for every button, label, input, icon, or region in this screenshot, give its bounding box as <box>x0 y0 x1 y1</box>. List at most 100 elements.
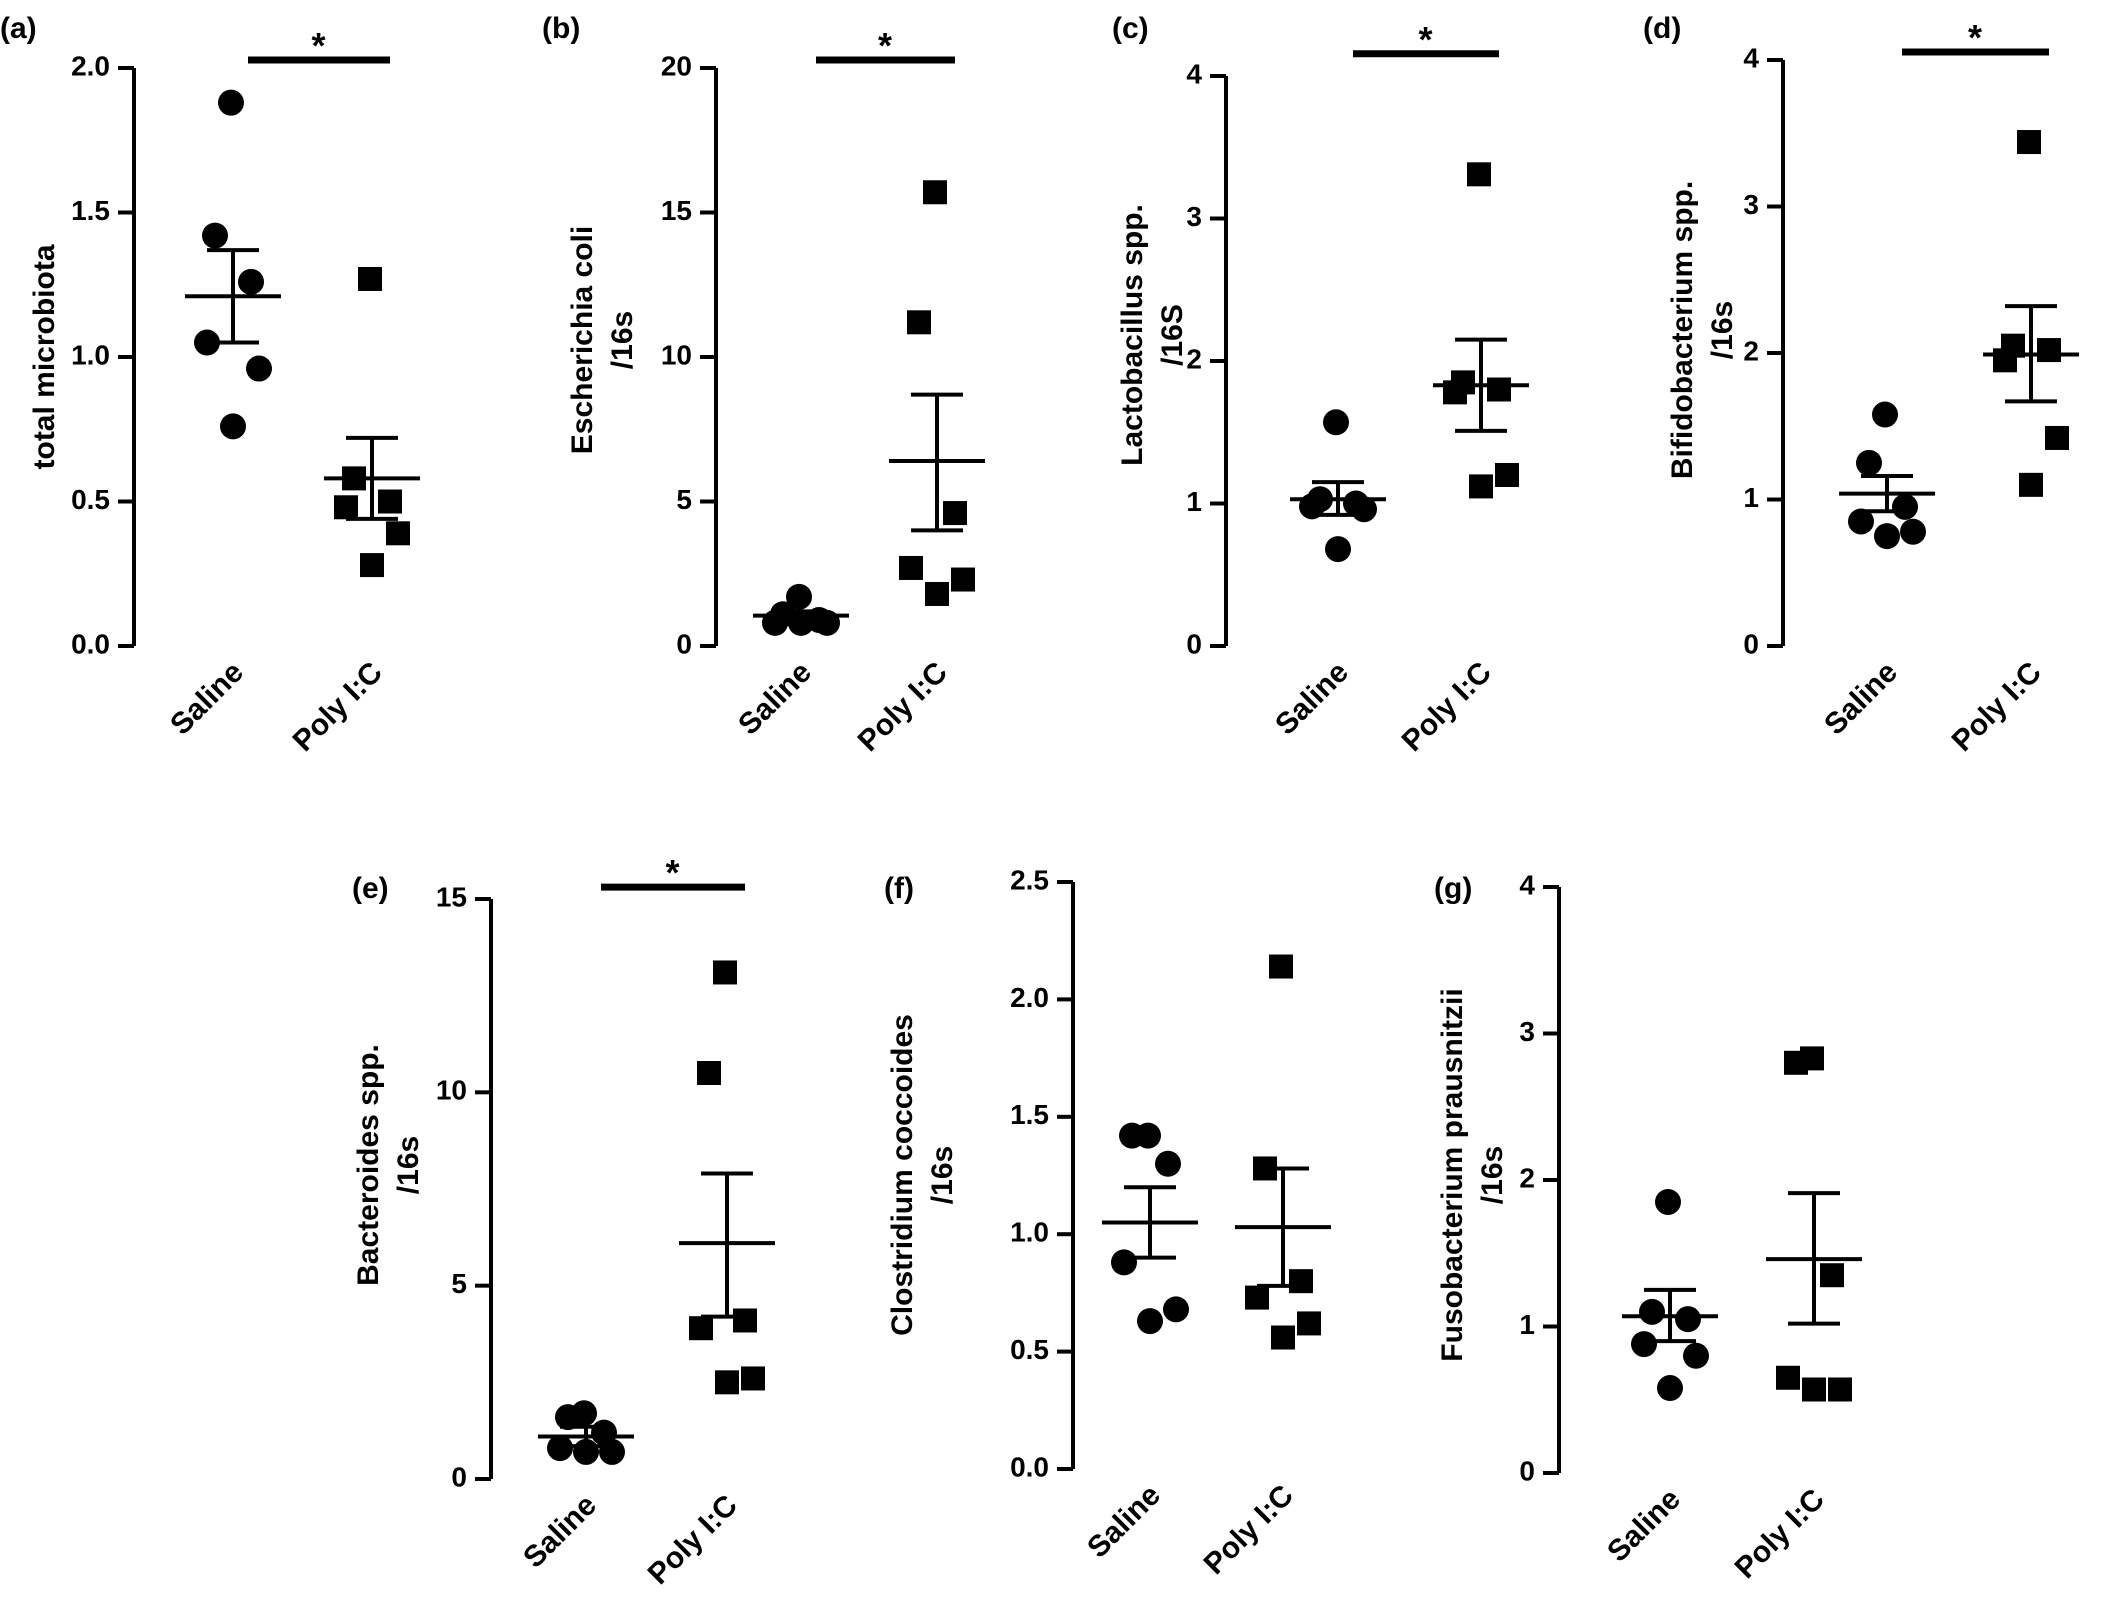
y-tick-label: 3 <box>1743 189 1759 220</box>
data-point-saline <box>1856 449 1882 476</box>
y-tick-label: 0.5 <box>71 484 110 515</box>
data-point-polyic <box>1802 1377 1826 1402</box>
significance-star: * <box>878 25 892 66</box>
y-axis-label-line: /16s <box>392 1136 425 1194</box>
data-point-polyic <box>378 489 402 514</box>
y-tick-label: 0 <box>1186 628 1202 659</box>
data-point-saline <box>1323 409 1349 436</box>
y-tick-label: 2 <box>1519 1162 1535 1193</box>
y-tick-label: 1 <box>1186 486 1202 517</box>
data-point-saline <box>1119 1122 1145 1149</box>
y-tick-label: 0 <box>676 628 692 659</box>
significance-star: * <box>1418 19 1432 60</box>
y-tick-label: 0 <box>1743 628 1759 659</box>
data-point-polyic <box>1993 348 2017 373</box>
category-label: Poly I:C <box>642 1489 744 1591</box>
category-label: Saline <box>517 1489 603 1575</box>
data-point-polyic <box>1467 162 1491 187</box>
data-point-polyic <box>1487 377 1511 402</box>
data-point-saline <box>1137 1308 1163 1335</box>
significance-star: * <box>665 852 679 893</box>
data-point-polyic <box>1776 1365 1800 1390</box>
data-point-saline <box>1657 1375 1683 1402</box>
data-point-polyic <box>951 567 975 592</box>
y-axis-label-line: Bifidobacterium spp. <box>1666 181 1699 479</box>
data-point-saline <box>246 355 272 382</box>
data-point-polyic <box>360 553 384 578</box>
y-axis-label-line: Lactobacillus spp. <box>1116 204 1149 466</box>
y-tick-label: 1 <box>1519 1309 1535 1340</box>
category-label: Poly I:C <box>287 656 389 758</box>
y-tick-label: 1 <box>1743 482 1759 513</box>
data-point-saline <box>599 1438 625 1465</box>
y-axis-label-line: Clostridium coccoides <box>886 1014 919 1336</box>
data-point-saline <box>1675 1306 1701 1333</box>
data-point-polyic <box>1469 474 1493 499</box>
data-point-saline <box>1900 518 1926 545</box>
y-axis-label-line: Escherichia coli <box>566 226 599 454</box>
data-point-polyic <box>907 310 931 335</box>
data-point-saline <box>1163 1296 1189 1323</box>
y-tick-label: 3 <box>1519 1016 1535 1047</box>
y-tick-label: 4 <box>1743 42 1759 73</box>
category-label: Poly I:C <box>1198 1479 1300 1581</box>
data-point-saline <box>218 89 244 116</box>
y-tick-label: 0.0 <box>1010 1451 1049 1482</box>
data-point-saline <box>1848 508 1874 535</box>
y-tick-label: 2.0 <box>71 50 110 81</box>
data-point-saline <box>202 222 228 249</box>
data-point-polyic <box>2019 472 2043 497</box>
data-point-polyic <box>899 555 923 580</box>
y-tick-label: 2.0 <box>1010 982 1049 1013</box>
category-label: Poly I:C <box>852 656 954 758</box>
data-point-polyic <box>2017 130 2041 155</box>
chart-panel: (b) 0 5 10 15 20 Escherichia coli/16s Saline Pol… <box>542 12 985 758</box>
data-point-polyic <box>1495 463 1519 487</box>
y-axis-label: Escherichia coli/16s <box>566 226 639 454</box>
data-point-saline <box>220 413 246 440</box>
significance-star: * <box>311 25 325 66</box>
panel-letter: (a) <box>0 12 37 45</box>
data-point-polyic <box>741 1366 765 1391</box>
panel-letter: (e) <box>352 872 389 905</box>
y-tick-label: 4 <box>1186 58 1202 89</box>
data-point-polyic <box>697 1061 721 1085</box>
data-point-polyic <box>715 1370 739 1395</box>
data-point-polyic <box>925 581 949 606</box>
y-tick-label: 20 <box>661 50 692 81</box>
category-label: Saline <box>1818 656 1904 742</box>
significance-star: * <box>1968 17 1982 58</box>
data-point-saline <box>1655 1188 1681 1215</box>
data-point-saline <box>238 268 264 295</box>
data-point-saline <box>1111 1249 1137 1276</box>
data-point-saline <box>1155 1150 1181 1177</box>
y-axis-label-line: Bacteroides spp. <box>352 1044 385 1286</box>
data-point-polyic <box>713 960 737 985</box>
data-point-polyic <box>1297 1311 1321 1336</box>
y-tick-label: 15 <box>436 881 467 912</box>
data-point-polyic <box>1820 1263 1844 1288</box>
y-axis-label-line: /16s <box>926 1146 959 1204</box>
category-label: Saline <box>164 656 250 742</box>
y-tick-label: 1.0 <box>71 339 110 370</box>
y-tick-label: 2.5 <box>1010 864 1049 895</box>
y-axis-label: Bifidobacterium spp./16s <box>1666 181 1739 479</box>
y-axis-label: total microbiota <box>28 244 61 469</box>
data-point-polyic <box>1245 1285 1269 1310</box>
data-point-polyic <box>1784 1050 1808 1075</box>
y-tick-label: 1.0 <box>1010 1217 1049 1248</box>
y-axis-label-line: /16S <box>1156 304 1189 366</box>
category-label: Poly I:C <box>1729 1483 1831 1585</box>
chart-panel: (g) 0 1 2 3 4 Fusobacterium prausnitzii/16s Sal… <box>1434 869 1862 1585</box>
data-point-saline <box>1325 536 1351 563</box>
y-axis-label: Fusobacterium prausnitzii/16s <box>1436 988 1509 1361</box>
y-tick-label: 0.5 <box>1010 1334 1049 1365</box>
y-tick-label: 0.0 <box>71 628 110 659</box>
data-point-polyic <box>943 501 967 526</box>
y-tick-label: 2 <box>1186 343 1202 374</box>
data-point-polyic <box>2045 425 2069 450</box>
category-label: Poly I:C <box>1946 656 2048 758</box>
y-tick-label: 10 <box>436 1075 467 1106</box>
data-point-polyic <box>1828 1377 1852 1402</box>
